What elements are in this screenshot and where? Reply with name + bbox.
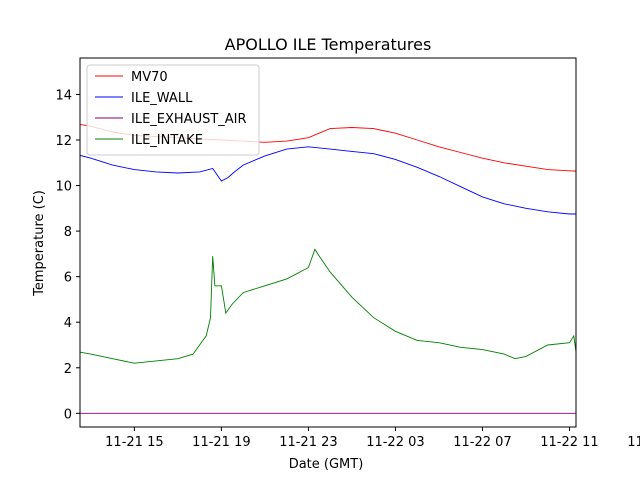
y-tick-label: 4 [64,316,72,331]
plot-frame [79,57,577,428]
y-tick-label: 10 [55,180,72,195]
x-tick-label: 11-22 11 [540,435,598,450]
legend-label: ILE_INTAKE [131,133,203,148]
y-tick-label: 6 [64,271,72,286]
y-tick-label: 8 [64,225,72,240]
x-tick-label: 11-22 03 [366,435,424,450]
x-tick-label: 11-22 15 [627,435,640,450]
series-line-ile-wall [80,146,576,215]
legend-box [86,64,260,156]
series-line-ile-intake [80,248,576,364]
y-tick-label: 12 [55,134,72,149]
y-tick-label: 2 [64,362,72,377]
x-tick-label: 11-22 07 [453,435,511,450]
legend-label: ILE_EXHAUST_AIR [131,112,247,127]
chart-title: APOLLO ILE Temperatures [225,35,432,54]
y-axis-label: Temperature (C) [32,190,47,297]
legend-label: ILE_WALL [131,91,193,106]
y-tick-label: 14 [55,88,72,103]
y-axis: 0 2 4 6 8 10 12 14 [55,88,80,422]
x-tick-label: 11-21 15 [105,435,163,450]
legend: MV70 ILE_WALL ILE_EXHAUST_AIR ILE_INTAKE [86,64,260,156]
x-axis-label: Date (GMT) [289,457,364,472]
x-tick-label: 11-21 19 [192,435,250,450]
x-axis: 11-21 15 11-21 19 11-21 23 11-22 03 11-22 07… [105,427,640,450]
y-tick-label: 0 [64,407,72,422]
legend-label: MV70 [131,70,168,85]
x-tick-label: 11-21 23 [279,435,337,450]
